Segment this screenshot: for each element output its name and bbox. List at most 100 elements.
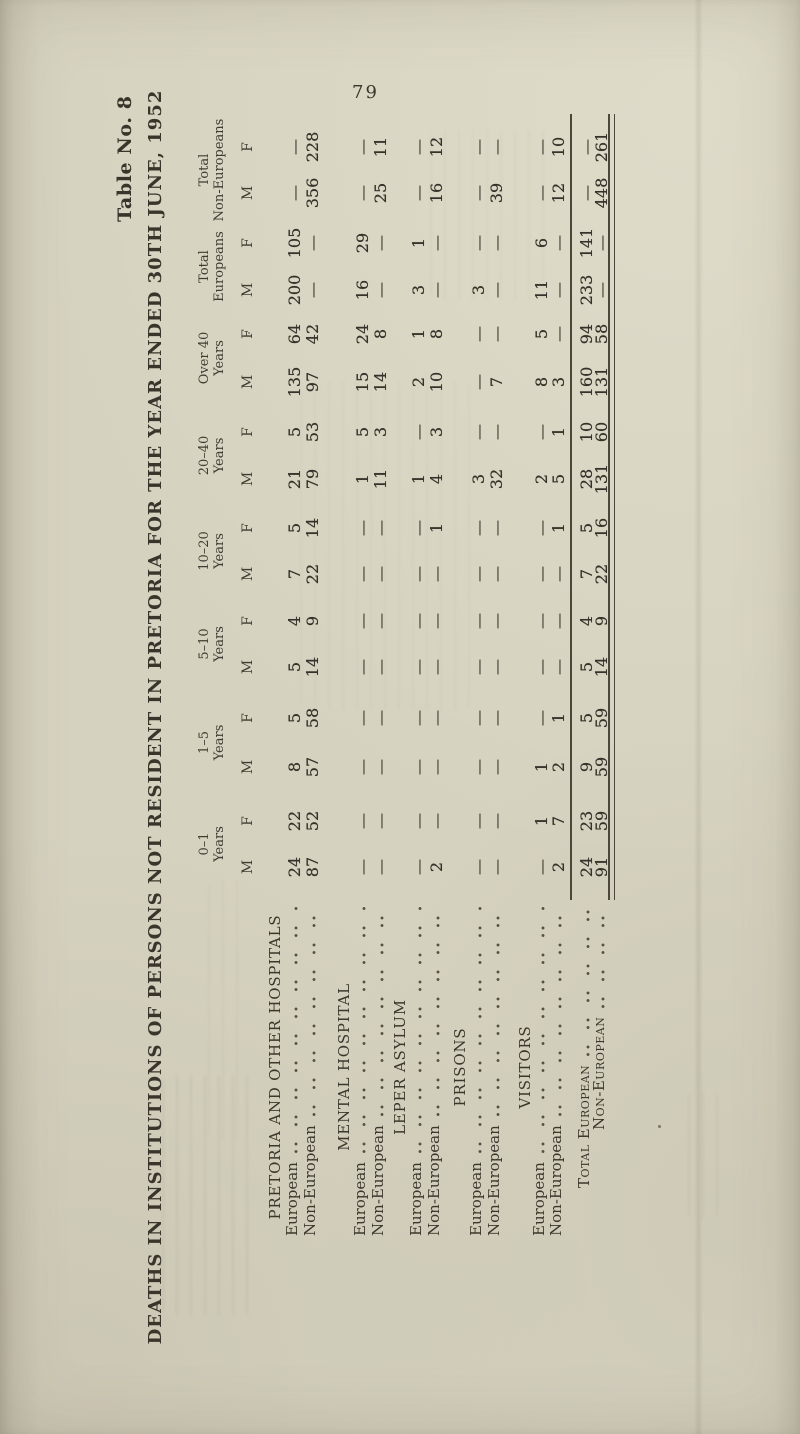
value-cell: —: [353, 813, 372, 829]
value-cell: 200: [285, 274, 304, 306]
value-cell: 1: [427, 522, 446, 534]
age-group-header: Total Non-Europeans: [197, 100, 227, 240]
value-cell: —: [409, 185, 428, 201]
value-cell: 52: [303, 810, 322, 832]
leader-dots: [471, 906, 483, 1155]
value-cell: —: [487, 235, 506, 251]
value-cell: 22: [303, 563, 322, 585]
row-label-line: Non-European: [590, 898, 608, 1236]
value-cell: —: [487, 759, 506, 775]
value-cell: —: [371, 520, 390, 536]
value-cell: —: [469, 235, 488, 251]
value-cell: —: [285, 185, 304, 201]
value-cell: 7: [487, 376, 506, 388]
value-cell: —: [371, 282, 390, 298]
value-cell: —: [409, 520, 428, 536]
table-label: Table No. 8: [114, 95, 136, 222]
row-label-line: Non-European: [547, 898, 565, 1236]
table-title: DEATHS IN INSTITUTIONS OF PERSONS NOT RE…: [145, 89, 166, 1345]
value-cell: 3: [549, 376, 568, 388]
value-cell: 16: [353, 279, 372, 301]
sex-label-f: F: [240, 238, 256, 248]
value-cell: 1: [409, 328, 428, 340]
value-cell: —: [427, 710, 446, 726]
value-cell: 2: [549, 761, 568, 773]
value-cell: 16: [427, 182, 446, 204]
value-cell: —: [353, 613, 372, 629]
row-label: Non-European: [425, 1125, 443, 1236]
value-cell: 12: [427, 136, 446, 158]
value-cell: 1: [549, 522, 568, 534]
row-label-line: European: [351, 898, 369, 1236]
value-cell: 7: [549, 815, 568, 827]
leader-dots: [429, 906, 441, 1118]
value-cell: —: [303, 282, 322, 298]
sex-label-f: F: [240, 816, 256, 826]
row-label: Non-European: [301, 1125, 319, 1236]
value-cell: —: [371, 659, 390, 675]
value-cell: —: [487, 424, 506, 440]
value-cell: 14: [371, 371, 390, 393]
row-label: European: [530, 1162, 548, 1236]
value-cell: 10: [549, 136, 568, 158]
value-cell: —: [427, 813, 446, 829]
value-cell: 4: [427, 473, 446, 485]
row-label: Non-European: [485, 1125, 503, 1236]
row-label: European: [283, 1162, 301, 1236]
value-cell: —: [285, 139, 304, 155]
value-cell: —: [469, 566, 488, 582]
value-cell: —: [487, 139, 506, 155]
value-cell: 5: [285, 426, 304, 438]
value-cell: 105: [285, 227, 304, 259]
value-cell: —: [371, 759, 390, 775]
value-cell: —: [469, 185, 488, 201]
value-cell: 97: [303, 371, 322, 393]
value-cell: 3: [469, 473, 488, 485]
leader-dots: [287, 906, 299, 1155]
bottom-double-rule-inner: [614, 114, 616, 900]
value-cell: —: [409, 710, 428, 726]
value-cell: 3: [427, 426, 446, 438]
value-cell: —: [409, 566, 428, 582]
value-cell: 5: [549, 473, 568, 485]
value-cell: —: [353, 520, 372, 536]
value-cell: —: [469, 759, 488, 775]
leader-dots: [355, 906, 367, 1155]
row-label-line: European: [530, 898, 548, 1236]
value-cell: 39: [487, 182, 506, 204]
sex-label-m: M: [240, 282, 256, 298]
value-cell: 24: [285, 856, 304, 878]
value-cell: —: [487, 659, 506, 675]
value-cell: —: [427, 235, 446, 251]
value-cell: 29: [353, 232, 372, 254]
value-cell: —: [371, 613, 390, 629]
value-cell: —: [371, 859, 390, 875]
value-cell: 21: [285, 468, 304, 490]
leader-dots: [551, 906, 563, 1118]
age-group-header-line1: Total: [197, 153, 212, 187]
value-cell: 53: [303, 421, 322, 443]
value-cell: —: [469, 659, 488, 675]
sex-label-m: M: [240, 759, 256, 775]
value-cell: 5: [285, 712, 304, 724]
value-cell: —: [353, 859, 372, 875]
value-cell: —: [549, 613, 568, 629]
value-cell: —: [549, 659, 568, 675]
value-cell: 12: [549, 182, 568, 204]
leader-dots: [411, 906, 423, 1155]
value-cell: 5: [285, 522, 304, 534]
value-cell: —: [427, 566, 446, 582]
value-cell: 1: [409, 473, 428, 485]
row-label-line: European: [407, 898, 425, 1236]
row-label-line: Non-European: [485, 898, 503, 1236]
value-cell: 87: [303, 856, 322, 878]
value-cell: 3: [469, 284, 488, 296]
value-cell: —: [353, 659, 372, 675]
value-cell: 25: [371, 182, 390, 204]
sex-label-f: F: [240, 523, 256, 533]
section-heading: PRETORIA AND OTHER HOSPITALS: [266, 914, 284, 1220]
value-cell: —: [487, 859, 506, 875]
value-cell: —: [409, 659, 428, 675]
value-cell: —: [469, 424, 488, 440]
row-label-line: Non-European: [425, 898, 443, 1236]
